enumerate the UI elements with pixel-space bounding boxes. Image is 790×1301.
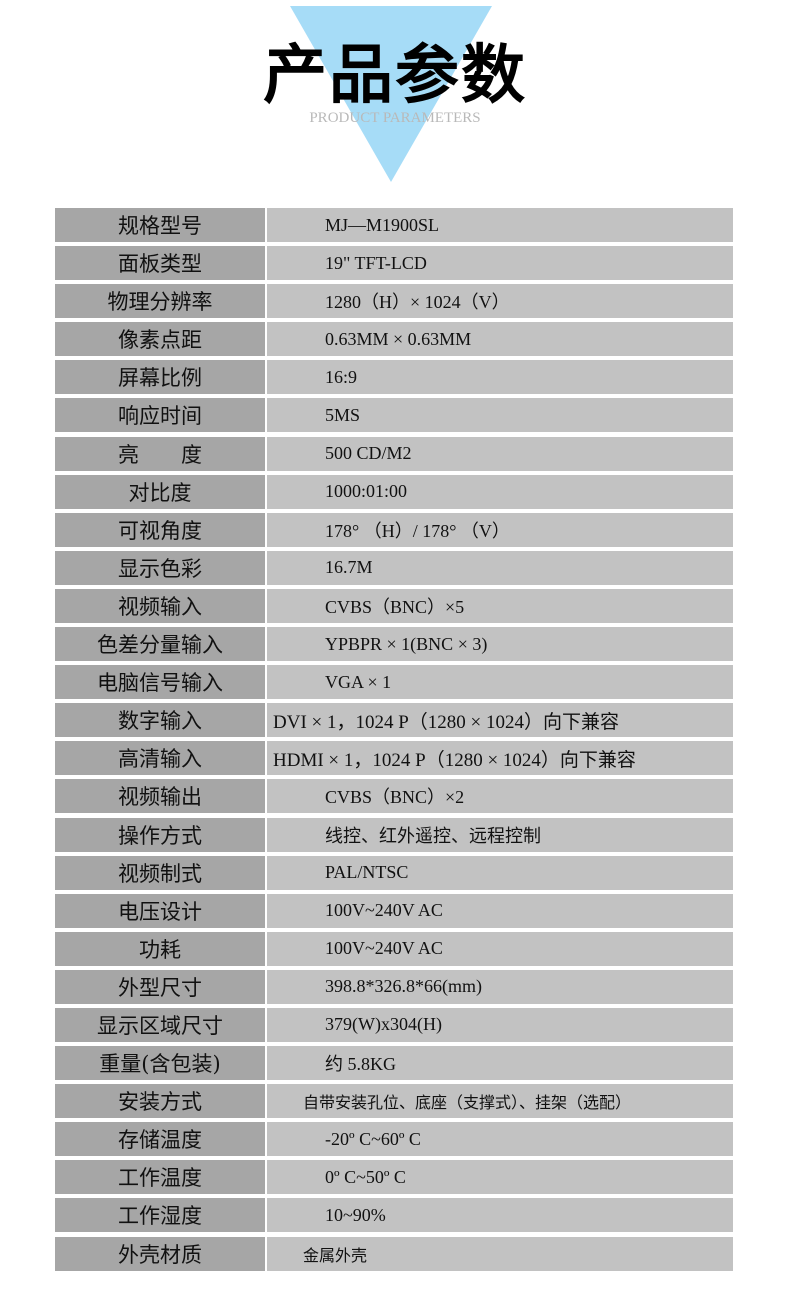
param-label: 安装方式: [55, 1084, 265, 1119]
table-row: 电压设计 100V~240V AC: [55, 893, 733, 928]
table-row: 对比度 1000:01:00: [55, 474, 733, 509]
param-label: 高清输入: [55, 741, 265, 776]
param-label: 外壳材质: [55, 1236, 265, 1271]
table-row: 安装方式 自带安装孔位、底座（支撑式）、挂架（选配）: [55, 1084, 733, 1119]
param-value: MJ—M1900SL: [267, 208, 733, 242]
param-value: 自带安装孔位、底座（支撑式）、挂架（选配）: [267, 1084, 733, 1119]
param-label: 电脑信号输入: [55, 665, 265, 700]
param-value: 0º C~50º C: [267, 1160, 733, 1195]
param-label: 物理分辨率: [55, 284, 265, 319]
param-value: 1000:01:00: [267, 474, 733, 509]
table-row: 外壳材质 金属外壳: [55, 1236, 733, 1271]
param-label: 数字输入: [55, 703, 265, 738]
param-value: CVBS（BNC）×5: [267, 588, 733, 623]
param-label: 重量(含包装): [55, 1046, 265, 1081]
table-row: 数字输入 DVI × 1，1024 P（1280 × 1024）向下兼容: [55, 703, 733, 738]
table-row: 重量(含包装) 约 5.8KG: [55, 1046, 733, 1081]
table-row: 视频输入 CVBS（BNC）×5: [55, 588, 733, 623]
table-row: 显示色彩 16.7M: [55, 550, 733, 585]
table-row: 视频输出 CVBS（BNC）×2: [55, 779, 733, 814]
param-label: 外型尺寸: [55, 969, 265, 1004]
param-label: 像素点距: [55, 322, 265, 357]
param-value: 100V~240V AC: [267, 931, 733, 966]
page-subtitle: PRODUCT PARAMETERS: [309, 110, 481, 126]
param-label: 亮 度: [55, 436, 265, 471]
param-value: 16:9: [267, 360, 733, 395]
param-value: 19" TFT-LCD: [267, 246, 733, 281]
table-row: 电脑信号输入 VGA × 1: [55, 665, 733, 700]
table-row: 色差分量输入 YPBPR × 1(BNC × 3): [55, 627, 733, 662]
param-label: 功耗: [55, 931, 265, 966]
param-value: 379(W)x304(H): [267, 1007, 733, 1042]
param-value: PAL/NTSC: [267, 855, 733, 890]
parameters-table: 规格型号 MJ—M1900SL 面板类型 19" TFT-LCD 物理分辨率 1280（H…: [55, 208, 733, 1275]
param-value: 线控、红外遥控、远程控制: [267, 817, 733, 852]
param-label: 显示区域尺寸: [55, 1007, 265, 1042]
param-value: HDMI × 1，1024 P（1280 × 1024）向下兼容: [267, 741, 733, 776]
param-label: 显示色彩: [55, 550, 265, 585]
param-label: 视频输出: [55, 779, 265, 814]
table-row: 物理分辨率 1280（H）× 1024（V）: [55, 284, 733, 319]
param-label: 响应时间: [55, 398, 265, 433]
param-label: 可视角度: [55, 512, 265, 547]
decorative-triangle: [290, 6, 492, 182]
param-value: 16.7M: [267, 550, 733, 585]
table-row: 规格型号 MJ—M1900SL: [55, 208, 733, 242]
param-value: -20º C~60º C: [267, 1122, 733, 1157]
param-value: 金属外壳: [267, 1236, 733, 1271]
param-value: CVBS（BNC）×2: [267, 779, 733, 814]
table-row: 高清输入 HDMI × 1，1024 P（1280 × 1024）向下兼容: [55, 741, 733, 776]
param-value: 约 5.8KG: [267, 1046, 733, 1081]
param-label: 视频输入: [55, 588, 265, 623]
param-label: 电压设计: [55, 893, 265, 928]
param-label: 面板类型: [55, 246, 265, 281]
param-value: 100V~240V AC: [267, 893, 733, 928]
table-row: 外型尺寸 398.8*326.8*66(mm): [55, 969, 733, 1004]
table-row: 响应时间 5MS: [55, 398, 733, 433]
param-label: 规格型号: [55, 208, 265, 242]
param-value: 1280（H）× 1024（V）: [267, 284, 733, 319]
table-row: 可视角度 178° （H）/ 178° （V）: [55, 512, 733, 547]
table-row: 工作湿度 10~90%: [55, 1198, 733, 1233]
param-value: 398.8*326.8*66(mm): [267, 969, 733, 1004]
param-label: 工作湿度: [55, 1198, 265, 1233]
param-label: 视频制式: [55, 855, 265, 890]
table-row: 功耗 100V~240V AC: [55, 931, 733, 966]
table-row: 操作方式 线控、红外遥控、远程控制: [55, 817, 733, 852]
table-row: 视频制式 PAL/NTSC: [55, 855, 733, 890]
param-label: 工作温度: [55, 1160, 265, 1195]
param-value: 0.63MM × 0.63MM: [267, 322, 733, 357]
param-label: 对比度: [55, 474, 265, 509]
page-title: 产品参数: [263, 39, 527, 113]
param-label: 色差分量输入: [55, 627, 265, 662]
param-label: 存储温度: [55, 1122, 265, 1157]
table-row: 屏幕比例 16:9: [55, 360, 733, 395]
param-label: 操作方式: [55, 817, 265, 852]
table-row: 亮 度 500 CD/M2: [55, 436, 733, 471]
param-value: 178° （H）/ 178° （V）: [267, 512, 733, 547]
param-value: YPBPR × 1(BNC × 3): [267, 627, 733, 662]
table-row: 面板类型 19" TFT-LCD: [55, 246, 733, 281]
table-row: 存储温度 -20º C~60º C: [55, 1122, 733, 1157]
table-row: 工作温度 0º C~50º C: [55, 1160, 733, 1195]
param-value: 5MS: [267, 398, 733, 433]
table-row: 像素点距 0.63MM × 0.63MM: [55, 322, 733, 357]
table-row: 显示区域尺寸 379(W)x304(H): [55, 1007, 733, 1042]
param-value: VGA × 1: [267, 665, 733, 700]
param-label: 屏幕比例: [55, 360, 265, 395]
param-value: DVI × 1，1024 P（1280 × 1024）向下兼容: [267, 703, 733, 738]
param-value: 500 CD/M2: [267, 436, 733, 471]
param-value: 10~90%: [267, 1198, 733, 1233]
